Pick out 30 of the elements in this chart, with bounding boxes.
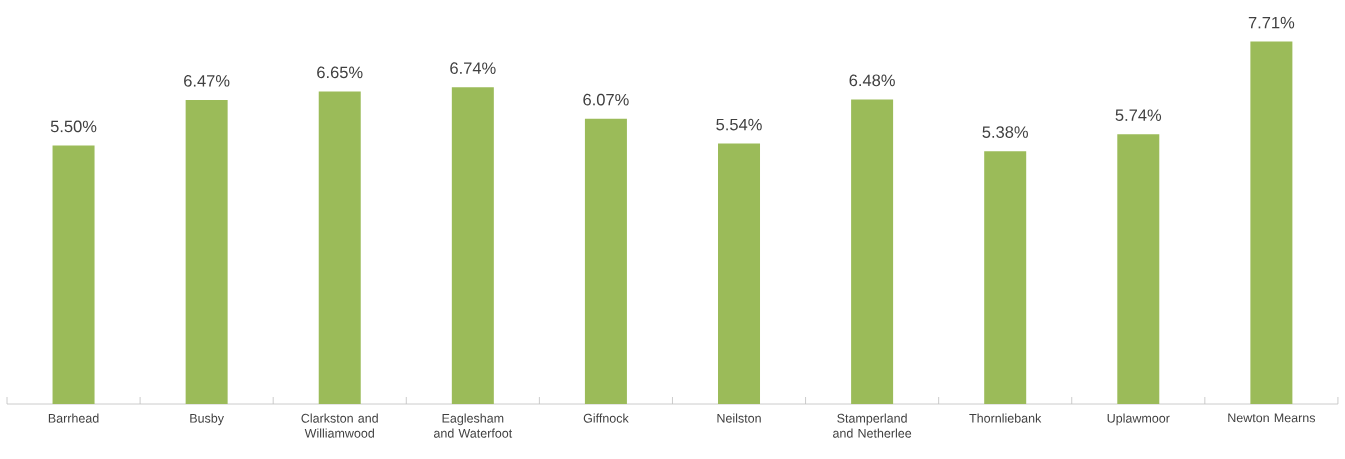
x-tick-label: Barrhead — [48, 413, 99, 423]
bar — [1250, 41, 1293, 404]
x-tick-label: Stamperland and Netherlee — [833, 413, 912, 438]
data-label: 7.71% — [1248, 16, 1295, 29]
x-tick-label: Thornliebank — [969, 413, 1042, 423]
data-label: 6.47% — [184, 75, 230, 87]
x-tick-label: Busby — [190, 413, 224, 426]
x-tick-label: Neilston — [717, 413, 761, 423]
bar — [318, 91, 361, 404]
data-label: 6.65% — [317, 66, 363, 79]
x-tick-label: Eaglesham and Waterfoot — [433, 413, 513, 438]
bar — [718, 143, 761, 404]
data-label: 6.48% — [849, 74, 895, 87]
bar — [584, 118, 627, 404]
bar — [52, 145, 95, 404]
x-tick-label: Giffnock — [583, 413, 629, 423]
data-label: 5.74% — [1115, 109, 1162, 121]
bar — [451, 87, 494, 404]
x-tick-label: Newton Mearns — [1228, 413, 1316, 423]
bar — [984, 151, 1027, 404]
data-label: 6.07% — [583, 93, 629, 106]
data-label: 5.38% — [982, 126, 1028, 138]
data-label: 5.50% — [50, 120, 97, 133]
x-tick-label: Clarkston and Williamwood — [301, 413, 378, 438]
bar — [1117, 134, 1160, 404]
x-tick-label: Uplawmoor — [1107, 413, 1170, 426]
data-label: 6.74% — [450, 62, 496, 74]
bar — [851, 99, 894, 404]
bar — [185, 99, 228, 404]
data-label: 5.54% — [716, 118, 762, 131]
